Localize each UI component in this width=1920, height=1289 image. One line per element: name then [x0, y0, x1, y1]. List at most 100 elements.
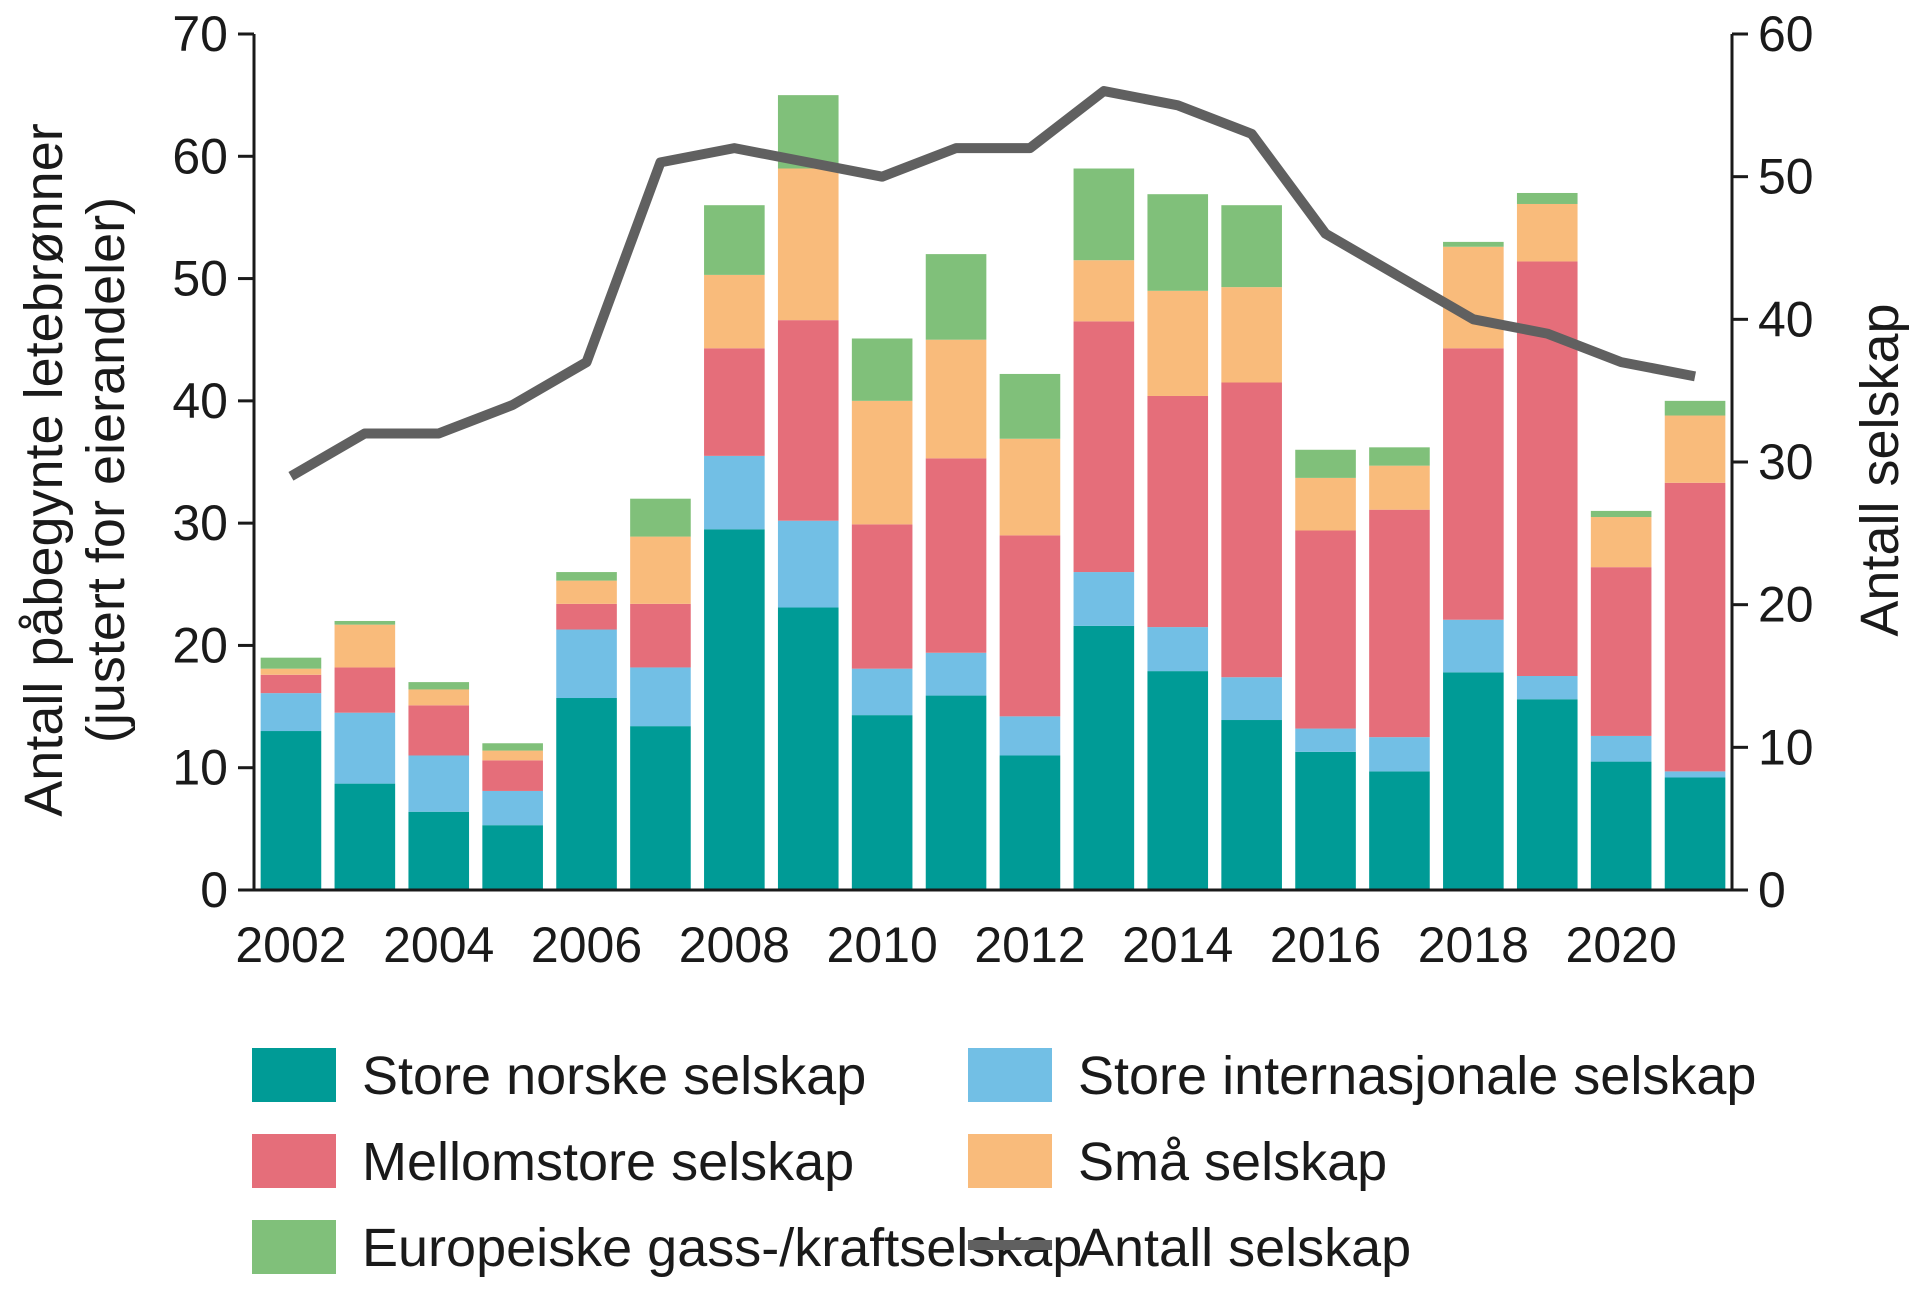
bar-segment-2002-s0 [260, 731, 322, 890]
bar-segment-2007-s0 [630, 726, 691, 890]
x-tick-label-2008: 2008 [679, 917, 790, 973]
bar-segment-2006-s4 [556, 572, 617, 581]
legend-swatch-store-internasjonale [968, 1048, 1052, 1102]
bar-segment-2019-s2 [1516, 261, 1578, 676]
bar-segment-2012-s4 [999, 373, 1061, 439]
bar-segment-2004-s1 [408, 755, 470, 812]
bar-segment-2005-s2 [482, 760, 543, 791]
bar-segment-2011-s4 [925, 254, 987, 340]
bar-segment-2005-s1 [482, 790, 543, 826]
x-tick-label-2014: 2014 [1122, 917, 1233, 973]
x-tick-label-2010: 2010 [827, 917, 938, 973]
bar-segment-2018-s0 [1443, 672, 1504, 890]
bar-segment-2013-s2 [1073, 321, 1135, 573]
bar-segment-2002-s3 [260, 668, 322, 675]
bar-segment-2010-s1 [851, 668, 913, 716]
bar-segment-2009-s3 [777, 168, 839, 321]
bar-segment-2013-s4 [1073, 168, 1135, 261]
bar-segment-2018-s3 [1443, 246, 1504, 349]
bar-segment-2011-s2 [925, 458, 987, 653]
bar-segment-2020-s3 [1590, 517, 1652, 568]
bar-segment-2008-s2 [704, 348, 765, 456]
bar-segment-2011-s0 [925, 695, 987, 890]
bar-segment-2012-s3 [999, 438, 1061, 536]
bar-segment-2007-s2 [630, 603, 691, 668]
y2-axis-title: Antall selskap [1850, 303, 1910, 636]
y-tick-label-50: 50 [172, 251, 228, 307]
bar-segment-2015-s3 [1221, 287, 1282, 383]
bar-segment-2010-s4 [851, 338, 913, 401]
bar-segment-2021-s2 [1664, 482, 1726, 772]
bar-segment-2017-s2 [1369, 509, 1430, 738]
legend-label-store-norske: Store norske selskap [362, 1046, 866, 1106]
labels-layer: 0 10 20 30 40 50 60 70 0 10 20 30 40 50 60 2002 2004 2006… [172, 6, 1813, 973]
legend-label-sma: Små selskap [1078, 1132, 1387, 1192]
bar-segment-2014-s3 [1147, 290, 1209, 396]
bar-segment-2020-s2 [1590, 567, 1652, 736]
y-axis-title-line1: Antall påbegynte letebrønner [14, 123, 74, 816]
bar-segment-2010-s2 [851, 524, 913, 669]
bar-segment-2016-s0 [1295, 751, 1356, 890]
bar-segment-2008-s4 [704, 205, 765, 275]
bar-segment-2003-s0 [334, 783, 396, 890]
bar-segment-2016-s2 [1295, 530, 1356, 729]
y-tick-label-60: 60 [172, 128, 228, 184]
bar-segment-2007-s1 [630, 667, 691, 727]
bar-segment-2004-s2 [408, 705, 470, 756]
y-tick-label-40: 40 [172, 373, 228, 429]
legend-swatch-europeiske [252, 1220, 336, 1274]
bar-segment-2013-s0 [1073, 625, 1135, 890]
bar-segment-2003-s4 [334, 620, 396, 625]
bar-segment-2003-s1 [334, 712, 396, 784]
x-tick-label-2004: 2004 [383, 917, 494, 973]
bar-segment-2003-s2 [334, 667, 396, 713]
bar-segment-2017-s4 [1369, 447, 1430, 466]
bar-segment-2006-s3 [556, 580, 617, 604]
bar-segment-2018-s4 [1443, 241, 1504, 247]
bar-segment-2003-s3 [334, 624, 396, 668]
y2-tick-label-10: 10 [1758, 719, 1814, 775]
x-tick-label-2016: 2016 [1270, 917, 1381, 973]
bar-segment-2002-s4 [260, 657, 322, 669]
bar-segment-2010-s0 [851, 715, 913, 890]
bar-segment-2008-s1 [704, 455, 765, 530]
bar-segment-2015-s0 [1221, 720, 1282, 890]
bar-segment-2021-s0 [1664, 777, 1726, 890]
line-layer [288, 86, 1696, 481]
y-tick-label-0: 0 [200, 862, 228, 918]
bar-segment-2019-s0 [1516, 699, 1578, 890]
legend-label-europeiske: Europeiske gass-/kraftselskap [362, 1218, 1082, 1278]
bar-segment-2017-s1 [1369, 737, 1430, 772]
x-tick-label-2012: 2012 [974, 917, 1085, 973]
bar-segment-2019-s4 [1516, 192, 1578, 204]
y-tick-label-70: 70 [172, 6, 228, 62]
bar-segment-2019-s3 [1516, 203, 1578, 262]
bar-segment-2020-s0 [1590, 761, 1652, 890]
bar-segment-2009-s2 [777, 320, 839, 521]
bar-segment-2015-s4 [1221, 205, 1282, 288]
bar-segment-2008-s3 [704, 274, 765, 349]
bar-segment-2012-s2 [999, 535, 1061, 717]
y-tick-label-20: 20 [172, 617, 228, 673]
bar-segment-2013-s3 [1073, 260, 1135, 322]
bar-segment-2007-s3 [630, 536, 691, 604]
legend-swatch-sma [968, 1134, 1052, 1188]
bar-segment-2015-s1 [1221, 677, 1282, 721]
y2-tick-label-40: 40 [1758, 291, 1814, 347]
bar-segment-2002-s1 [260, 693, 322, 732]
bar-segment-2006-s2 [556, 603, 617, 630]
axes-layer [238, 32, 1748, 892]
y2-tick-label-20: 20 [1758, 577, 1814, 633]
x-tick-label-2002: 2002 [235, 917, 346, 973]
legend-swatch-store-norske [252, 1048, 336, 1102]
bar-segment-2018-s1 [1443, 619, 1504, 673]
bar-segment-2008-s0 [704, 529, 765, 890]
bar-segment-2016-s4 [1295, 449, 1356, 478]
bar-segment-2013-s1 [1073, 572, 1135, 626]
bar-segment-2021-s4 [1664, 400, 1726, 416]
bar-segment-2021-s3 [1664, 415, 1726, 483]
bar-segment-2006-s0 [556, 698, 617, 890]
bar-segment-2010-s3 [851, 400, 913, 525]
legend-swatch-mellomstore [252, 1134, 336, 1188]
